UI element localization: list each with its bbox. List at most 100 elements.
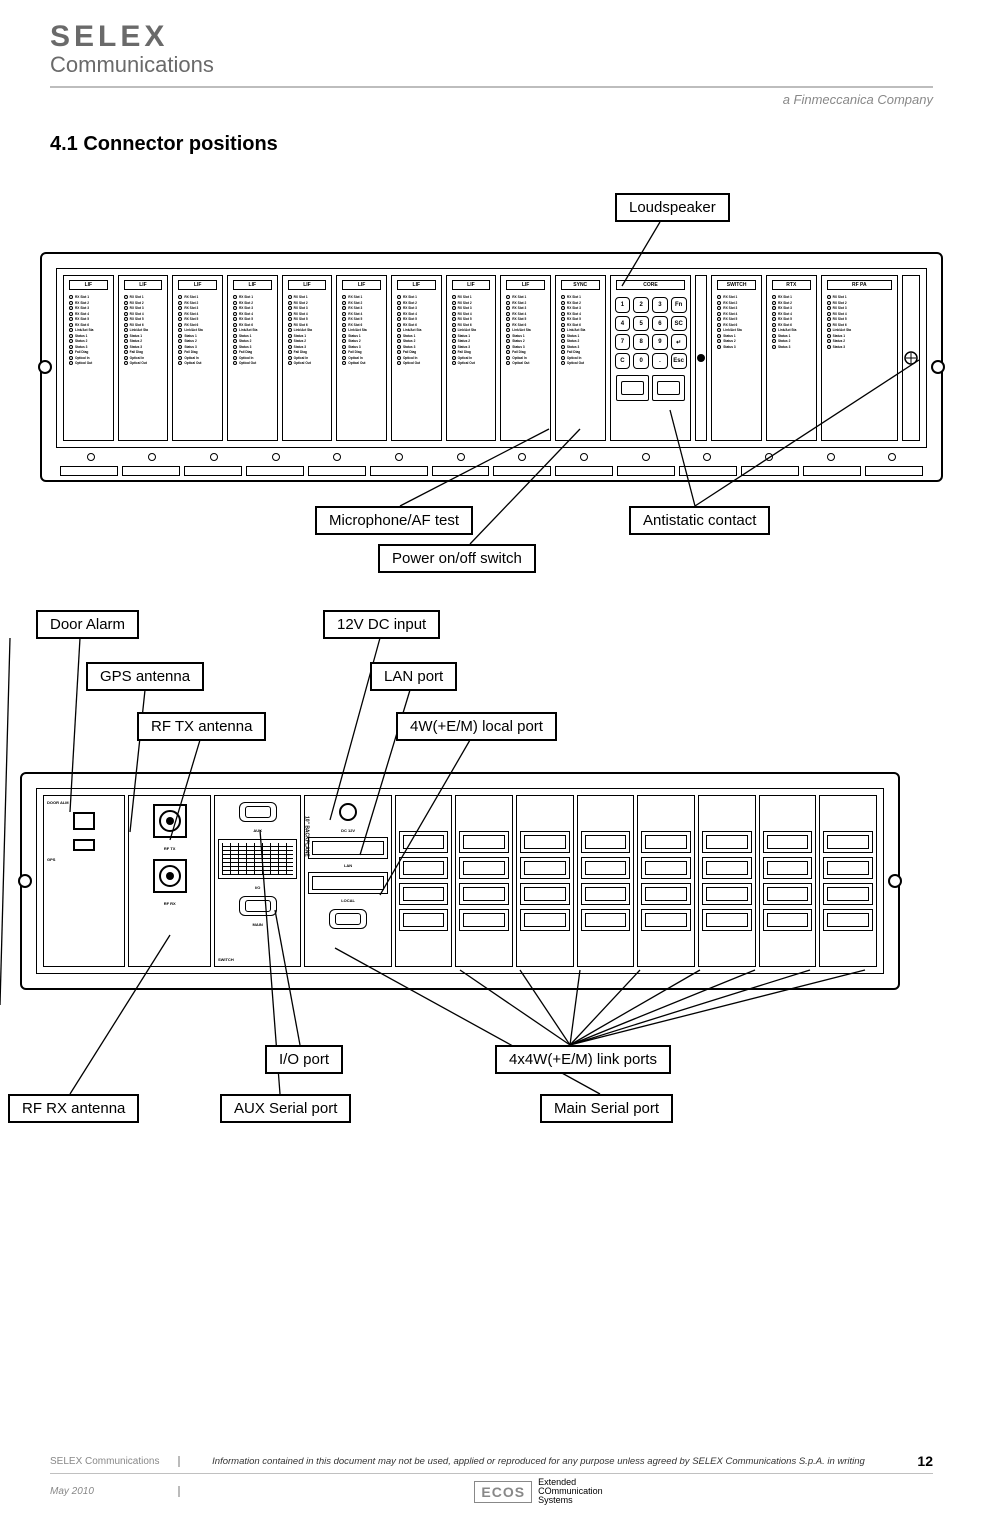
footer-date: May 2010 [50, 1486, 180, 1497]
rear-slot-link [577, 795, 635, 967]
callout-lan: LAN port [370, 662, 457, 691]
slot-header: LIF [69, 280, 108, 290]
led-row: RX Slot 6 [178, 323, 217, 327]
led-row: RX Slot 6 [561, 323, 600, 327]
keypad-key: SC [671, 316, 687, 332]
led-row: RX Slot 4 [772, 312, 811, 316]
callout-loudspeaker: Loudspeaker [615, 193, 730, 222]
led-row: Status 2 [342, 339, 381, 343]
link-port [702, 883, 752, 905]
led-row: RX Slot 5 [561, 317, 600, 321]
led-row: Link/Act Sta [124, 328, 163, 332]
led-row: Status 1 [827, 334, 892, 338]
led-row: RX Slot 5 [288, 317, 327, 321]
led-row: Status 1 [561, 334, 600, 338]
led-row: Optical Out [506, 361, 545, 365]
link-port [702, 909, 752, 931]
led-row: RX Slot 2 [561, 301, 600, 305]
rear-slot-link [455, 795, 513, 967]
led-row: RX Slot 2 [342, 301, 381, 305]
link-port [641, 909, 691, 931]
loudspeaker-grille [695, 275, 707, 441]
label-rf-tx: RF TX [132, 846, 206, 851]
link-port [581, 831, 631, 853]
led-row: Status 3 [827, 345, 892, 349]
led-row: RX Slot 5 [506, 317, 545, 321]
callout-rf-rx: RF RX antenna [8, 1094, 139, 1123]
rear-slot-link [698, 795, 756, 967]
link-port [641, 883, 691, 905]
screw-icon [931, 360, 945, 374]
keypad-key: 4 [615, 316, 631, 332]
led-row: Optical Out [69, 361, 108, 365]
link-port [520, 831, 570, 853]
led-row: RX Slot 3 [772, 306, 811, 310]
header-rule [50, 86, 933, 88]
screw-icon [38, 360, 52, 374]
ecos-line: Systems [538, 1496, 603, 1505]
led-row: RX Slot 6 [772, 323, 811, 327]
led-row: Status 1 [452, 334, 491, 338]
door-alarm-port [73, 812, 95, 830]
rear-slot-rtx: DOOR ALM GPS [43, 795, 125, 967]
led-row: Optical Out [452, 361, 491, 365]
led-row: Fail Diag [288, 350, 327, 354]
led-row: Status 1 [772, 334, 811, 338]
led-row: Link/Act Sta [178, 328, 217, 332]
slot-header: LIF [178, 280, 217, 290]
slot-header: LIF [288, 280, 327, 290]
link-port [520, 909, 570, 931]
led-row: Optical Out [288, 361, 327, 365]
handle-strip [60, 466, 923, 476]
callout-12v: 12V DC input [323, 610, 440, 639]
link-port [459, 883, 509, 905]
section-title: 4.1 Connector positions [50, 133, 933, 156]
led-row: RX Slot 1 [233, 295, 272, 299]
led-row: RX Slot 1 [69, 295, 108, 299]
label-backplane: 10" BACKPLANE [303, 816, 309, 857]
led-row: Status 3 [772, 345, 811, 349]
led-row: Status 1 [506, 334, 545, 338]
led-row: RX Slot 3 [69, 306, 108, 310]
slot-core: CORE 123Fn456SC789↵C0.Esc [610, 275, 692, 441]
led-row: Fail Diag [178, 350, 217, 354]
led-row: RX Slot 4 [506, 312, 545, 316]
led-row: Status 3 [342, 345, 381, 349]
link-port [763, 857, 813, 879]
led-row: Fail Diag [342, 350, 381, 354]
label-lan: LAN [308, 863, 387, 868]
slot-header: LIF [233, 280, 272, 290]
page-footer: SELEX Communications Information contain… [50, 1453, 933, 1505]
front-panel-diagram: LIFRX Slot 1RX Slot 2RX Slot 3RX Slot 4R… [40, 252, 943, 482]
label-door-alarm: DOOR ALM [47, 800, 121, 805]
link-port [702, 831, 752, 853]
dc-input-port [339, 803, 357, 821]
led-row: RX Slot 2 [827, 301, 892, 305]
led-row: RX Slot 2 [69, 301, 108, 305]
label-local: LOCAL [308, 898, 387, 903]
rear-slot-switch: AUX I/O MAIN SWITCH [214, 795, 301, 967]
main-serial-port [239, 896, 277, 916]
link-port [823, 831, 873, 853]
led-row: RX Slot 6 [397, 323, 436, 327]
led-row: RX Slot 4 [827, 312, 892, 316]
led-row: Status 1 [717, 334, 756, 338]
speaker-icon [697, 354, 705, 362]
keypad-key: 8 [633, 334, 649, 350]
led-row: RX Slot 5 [178, 317, 217, 321]
slot-header: SWITCH [717, 280, 756, 290]
led-row: RX Slot 6 [233, 323, 272, 327]
led-row: RX Slot 6 [124, 323, 163, 327]
led-row: RX Slot 5 [69, 317, 108, 321]
slot-header: SYNC [561, 280, 600, 290]
led-row: RX Slot 1 [506, 295, 545, 299]
led-row: Link/Act Sta [452, 328, 491, 332]
led-row: RX Slot 3 [178, 306, 217, 310]
page-number: 12 [897, 1453, 933, 1469]
rear-slot-link [637, 795, 695, 967]
led-row: Optical In [452, 356, 491, 360]
link-port [399, 909, 449, 931]
callout-mic-af: Microphone/AF test [315, 506, 473, 535]
led-row: RX Slot 5 [827, 317, 892, 321]
led-row: RX Slot 5 [452, 317, 491, 321]
